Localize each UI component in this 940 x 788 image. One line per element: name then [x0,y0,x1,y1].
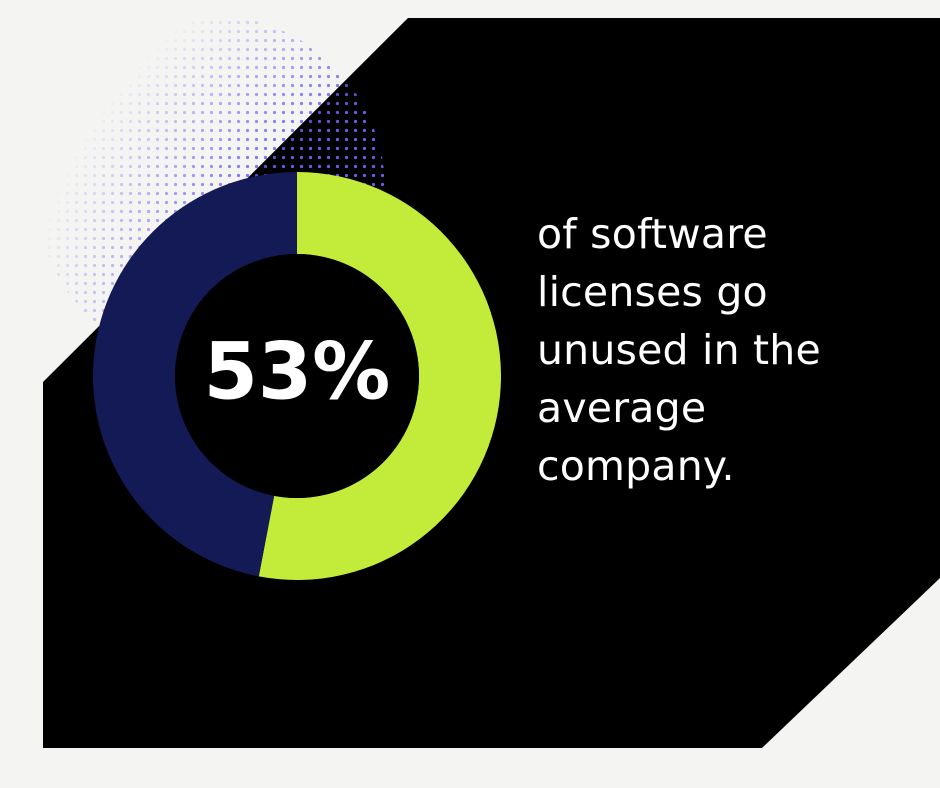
description-line-4: average [537,384,707,432]
description-line-1: of software [537,210,768,258]
description-line-3: unused in the [537,326,821,374]
description-line-5: company. [537,442,735,490]
donut-slice-2 [92,172,297,577]
statistic-description: of software licenses go unused in the av… [537,205,927,495]
donut-chart [92,172,501,580]
donut-slice-1 [258,172,501,580]
center-percentage: 53% [204,327,391,417]
donut-hole [175,254,419,498]
description-line-2: licenses go [537,268,768,316]
